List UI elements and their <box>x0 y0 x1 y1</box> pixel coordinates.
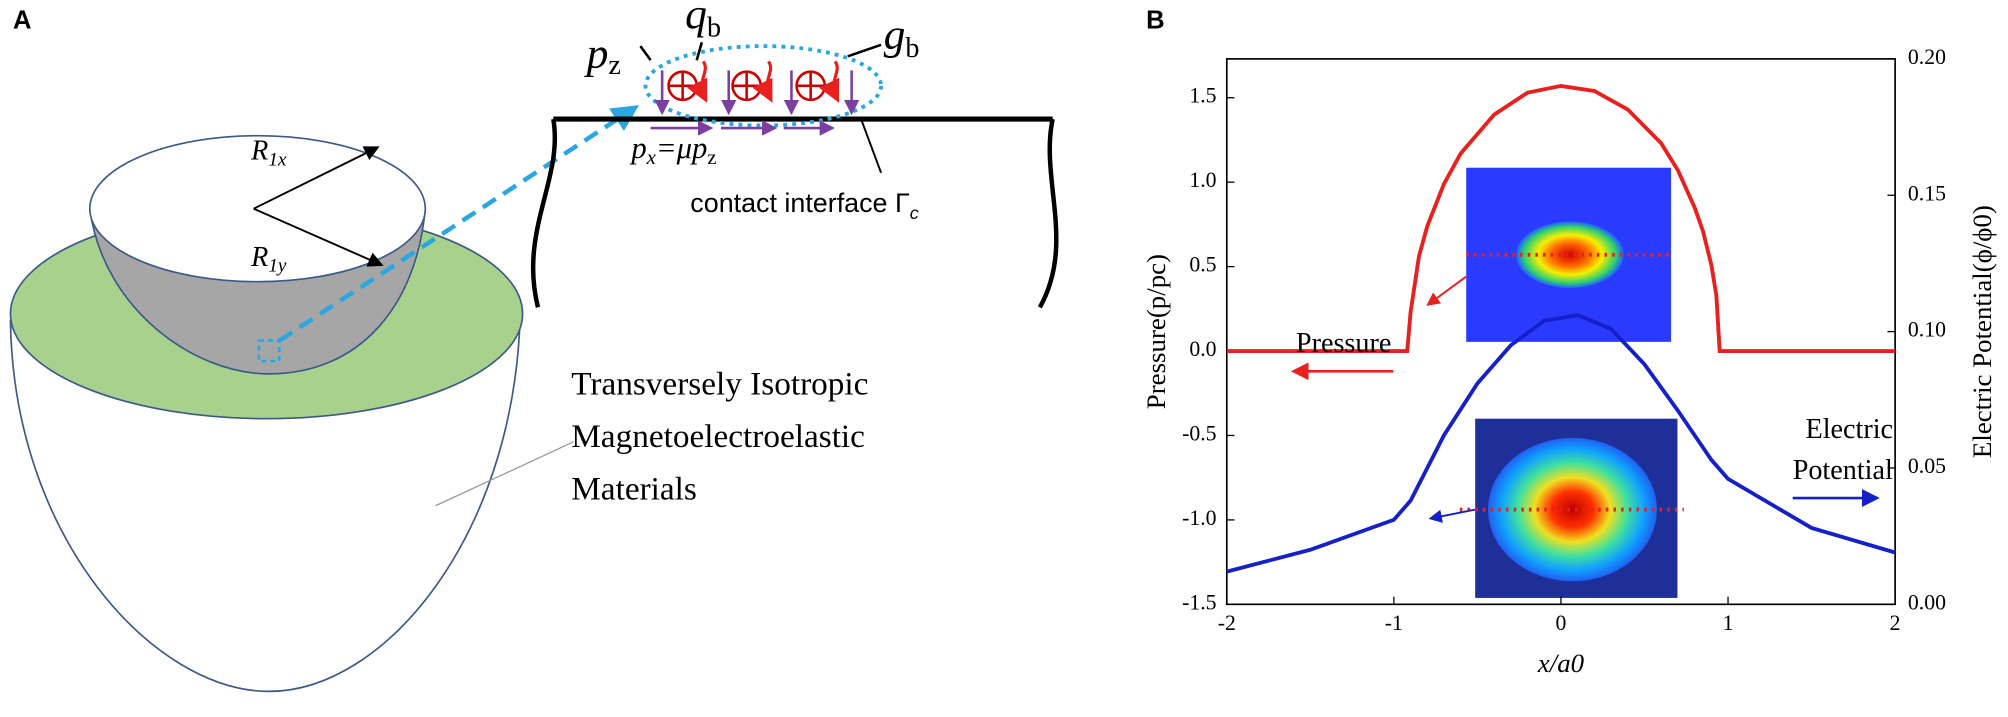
y-tick-label: -0.5 <box>1182 421 1217 445</box>
x-tick-label: 0 <box>1556 611 1567 635</box>
panel-label: A <box>13 7 31 35</box>
y-tick-label: 1.5 <box>1189 84 1216 108</box>
material-label: Materials <box>571 470 697 507</box>
panel-label: B <box>1146 7 1164 35</box>
label: gb <box>884 10 920 64</box>
x-tick-label: -2 <box>1218 611 1236 635</box>
charges <box>667 70 827 102</box>
indenter-top <box>88 134 427 283</box>
label: contact interface Γc <box>690 188 918 223</box>
body-outline <box>9 320 521 693</box>
y-axis-label: Pressure(p/pc) <box>1141 254 1171 409</box>
text: =μp <box>656 131 708 165</box>
leader-line <box>695 41 704 61</box>
y-tick-label: 0.0 <box>1189 337 1216 361</box>
x-tick-label: 2 <box>1890 611 1901 635</box>
label: qb <box>685 0 721 44</box>
y2-tick-label: 0.10 <box>1908 318 1946 342</box>
subscript: x <box>646 146 656 168</box>
label: R1x <box>250 136 287 171</box>
symbol: g <box>884 10 906 58</box>
subscript: z <box>608 50 621 81</box>
edge <box>1037 118 1059 309</box>
label: R1y <box>250 242 287 277</box>
y-tick-label: -1.5 <box>1182 590 1217 614</box>
label: pz <box>584 30 621 82</box>
contact-zone <box>643 44 884 128</box>
radius-arrow <box>253 207 384 267</box>
symbol: R <box>250 136 268 167</box>
pointer <box>1428 508 1476 523</box>
symbol: p <box>584 30 609 78</box>
material-label: Magnetoelectroelastic <box>571 418 865 455</box>
subscript: b <box>707 13 721 44</box>
series-line <box>1226 83 1896 353</box>
material-label: Transversely Isotropic <box>571 365 868 402</box>
x-axis-label: x/a0 <box>1537 648 1585 678</box>
leader-line <box>859 117 882 174</box>
subscript: c <box>910 203 919 223</box>
y2-tick-label: 0.05 <box>1908 454 1946 478</box>
y-tick-label: 0.5 <box>1189 253 1216 277</box>
inset-spot <box>1487 437 1657 582</box>
leader-line <box>847 43 882 58</box>
leader-line <box>435 441 575 507</box>
symbol: R <box>250 242 268 273</box>
arrows <box>650 70 860 136</box>
x-tick-label: 1 <box>1723 611 1734 635</box>
edge <box>530 118 557 308</box>
symbol: p <box>629 131 646 165</box>
zoom-arrow <box>278 105 640 343</box>
annotation: Electric <box>1806 414 1894 445</box>
subscript: z <box>707 146 716 168</box>
annotation: Potential <box>1793 455 1893 486</box>
y2-tick-label: 0.20 <box>1908 45 1946 69</box>
subscript: 1x <box>268 150 287 171</box>
text: contact interface Γ <box>690 188 910 218</box>
label: px=μpz <box>629 131 716 168</box>
subscript: b <box>905 34 919 65</box>
y-tick-label: 1.0 <box>1189 168 1216 192</box>
y2-axis-label: Electric Potential(ϕ/ϕ0) <box>1967 205 1997 458</box>
zoom-box <box>257 339 281 363</box>
pointer <box>1426 275 1467 306</box>
leader-line <box>639 45 652 61</box>
y2-tick-label: 0.15 <box>1908 181 1946 205</box>
flux-arrows <box>687 60 840 103</box>
annotation: Pressure <box>1296 328 1391 359</box>
subscript: 1y <box>268 256 287 277</box>
series-line <box>1226 313 1896 574</box>
radius-arrow <box>253 146 380 210</box>
y-tick-label: -1.0 <box>1182 506 1217 530</box>
y2-tick-label: 0.00 <box>1908 590 1946 614</box>
x-tick-label: -1 <box>1385 611 1403 635</box>
symbol: q <box>685 0 707 38</box>
inset-spot <box>1516 221 1624 289</box>
panel-a: A R1x R1y qb gb pz px=μpz contact interf… <box>9 0 1059 693</box>
insets <box>1290 167 1880 598</box>
